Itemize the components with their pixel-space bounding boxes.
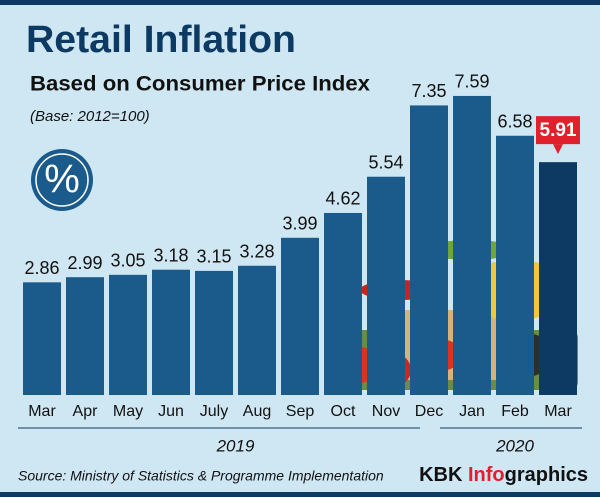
value-label: 5.91	[540, 120, 577, 141]
bar	[152, 269, 190, 395]
year-label: 2020	[495, 436, 534, 455]
credit-part: Info	[468, 464, 505, 486]
bar	[367, 176, 405, 395]
percent-icon: %	[31, 149, 93, 211]
credit-part: KBK	[419, 464, 468, 486]
bar	[66, 277, 104, 395]
value-label-pointer	[553, 144, 563, 155]
x-tick-label: Jan	[459, 403, 485, 420]
value-label: 3.18	[153, 245, 188, 265]
x-tick-label: May	[113, 403, 143, 420]
bar	[238, 265, 276, 395]
x-tick-label: Oct	[331, 403, 356, 420]
bar	[23, 282, 61, 395]
value-label: 3.28	[239, 242, 274, 262]
x-tick-label: Jun	[158, 403, 184, 420]
bar	[539, 162, 577, 395]
svg-text:%: %	[44, 158, 80, 202]
year-label: 2019	[216, 436, 255, 455]
x-tick-label: Sep	[286, 403, 315, 420]
value-label: 5.54	[368, 152, 403, 172]
chart-subtitle: Based on Consumer Price Index	[30, 73, 370, 96]
value-label: 3.15	[196, 247, 231, 267]
value-label: 7.35	[411, 81, 446, 101]
source: Source: Ministry of Statistics & Program…	[18, 468, 384, 484]
credit-part: graphics	[505, 464, 588, 486]
credit: KBK Infographics	[419, 464, 588, 486]
x-tick-label: Dec	[415, 403, 443, 420]
bar	[109, 274, 147, 395]
bar	[195, 270, 233, 395]
top-border	[0, 0, 600, 5]
x-tick-label: Feb	[501, 403, 529, 420]
x-tick-label: July	[200, 403, 228, 420]
value-label: 3.99	[282, 214, 317, 234]
x-tick-label: Aug	[243, 403, 271, 420]
x-tick-label: Apr	[73, 403, 99, 420]
bar	[281, 237, 319, 395]
base-note: (Base: 2012=100)	[30, 108, 150, 125]
value-label: 7.59	[454, 72, 489, 92]
x-tick-label: Nov	[372, 403, 400, 420]
bar	[453, 95, 491, 395]
value-label: 2.86	[24, 258, 59, 278]
value-label: 2.99	[67, 253, 102, 273]
value-label-box	[536, 116, 580, 145]
value-label: 6.58	[497, 111, 532, 131]
value-label: 4.62	[325, 189, 360, 209]
bar	[324, 212, 362, 395]
bottom-border	[0, 492, 600, 497]
bar	[410, 105, 448, 395]
chart-title: Retail Inflation	[26, 19, 296, 61]
x-tick-label: Mar	[28, 403, 56, 420]
bar	[496, 135, 534, 396]
x-tick-label: Mar	[544, 403, 572, 420]
value-label: 3.05	[110, 251, 145, 271]
